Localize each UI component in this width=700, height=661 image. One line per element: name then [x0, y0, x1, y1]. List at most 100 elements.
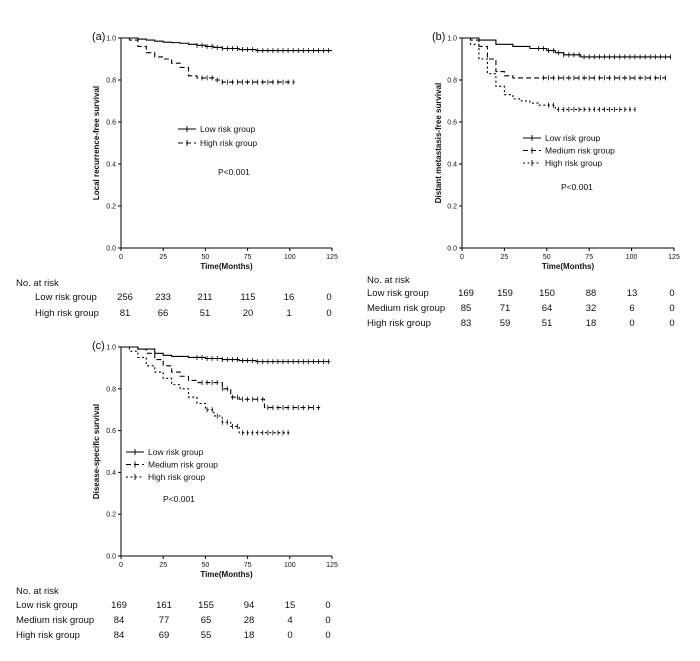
risk-count: 66 [158, 308, 169, 319]
risk-count: 32 [586, 303, 597, 314]
survival-curve-2 [462, 37, 666, 79]
risk-count: 20 [243, 308, 254, 319]
risk-table-title: No. at risk [16, 278, 59, 289]
risk-count: 83 [461, 318, 472, 329]
risk-count: 169 [111, 600, 127, 611]
risk-count: 51 [200, 308, 211, 319]
risk-count: 150 [539, 288, 555, 299]
x-axis-title: Time(Months) [542, 262, 595, 271]
risk-count: 59 [500, 318, 511, 329]
risk-count: 85 [461, 303, 472, 314]
risk-count: 0 [287, 630, 292, 641]
risk-row-label: High risk group [35, 308, 99, 319]
km-panel-2: (b) 0.0 0.2 0.4 0.6 0.8 1.0 0 25 50 75 100 125 Time(M… [367, 31, 680, 329]
panel-label: (b) [432, 31, 445, 43]
survival-curve-3 [462, 37, 635, 110]
y-tick-label: 0.8 [106, 386, 116, 393]
risk-count: 211 [197, 292, 212, 303]
risk-count: 233 [155, 292, 171, 303]
legend-entry: High risk group [545, 158, 602, 168]
panel-label: (c) [92, 340, 105, 352]
legend-entry: Low risk group [148, 447, 204, 457]
risk-row-label: Low risk group [35, 292, 97, 303]
risk-count: 16 [284, 292, 295, 303]
y-tick-label: 0.4 [447, 162, 457, 169]
x-tick-label: 125 [326, 254, 338, 261]
risk-count: 1 [286, 308, 291, 319]
risk-count: 0 [325, 630, 330, 641]
risk-count: 81 [120, 308, 131, 319]
survival-curve-2 [121, 346, 321, 409]
p-value: P<0.001 [163, 494, 195, 504]
x-axis-title: Time(Months) [200, 262, 253, 271]
y-tick-label: 0.6 [447, 120, 457, 127]
risk-count: 18 [586, 318, 597, 329]
legend-entry: Medium risk group [545, 146, 615, 156]
x-tick-label: 0 [119, 562, 123, 569]
y-tick-label: 1.0 [447, 36, 457, 43]
p-value: P<0.001 [561, 182, 593, 192]
risk-row-label: Low risk group [367, 288, 429, 299]
survival-curve-1 [121, 346, 331, 363]
risk-count: 6 [629, 303, 634, 314]
y-axis-title: Disease-specific survival [92, 404, 101, 499]
x-tick-label: 125 [668, 254, 680, 261]
y-axis-title: Distant metastasis-free survival [434, 83, 443, 204]
risk-count: 159 [497, 288, 513, 299]
risk-count: 69 [159, 630, 170, 641]
risk-count: 64 [542, 303, 553, 314]
x-axis-title: Time(Months) [200, 570, 253, 579]
y-tick-label: 0.2 [447, 204, 457, 211]
risk-count: 0 [669, 288, 674, 299]
y-tick-label: 0.8 [106, 78, 116, 85]
risk-count: 0 [669, 318, 674, 329]
risk-count: 15 [285, 600, 296, 611]
x-tick-label: 75 [585, 254, 593, 261]
x-tick-label: 25 [501, 254, 509, 261]
x-tick-label: 0 [460, 254, 464, 261]
y-tick-label: 1.0 [106, 345, 116, 352]
risk-count: 161 [156, 600, 172, 611]
risk-count: 4 [287, 615, 292, 626]
y-tick-label: 0.6 [106, 120, 116, 127]
y-tick-label: 0.0 [106, 554, 116, 561]
legend-entry: High risk group [148, 472, 205, 482]
risk-count: 28 [244, 615, 255, 626]
y-tick-label: 0.2 [106, 512, 116, 519]
risk-count: 169 [458, 288, 474, 299]
risk-count: 94 [244, 600, 255, 611]
risk-row-label: Low risk group [16, 600, 78, 611]
risk-row-label: High risk group [16, 630, 80, 641]
legend-entry: High risk group [200, 138, 257, 148]
x-tick-label: 50 [543, 254, 551, 261]
survival-curve-2 [121, 37, 295, 83]
risk-count: 0 [326, 308, 331, 319]
y-tick-label: 0.4 [106, 470, 116, 477]
risk-count: 51 [542, 318, 553, 329]
survival-curve-1 [121, 37, 332, 52]
risk-count: 65 [201, 615, 212, 626]
risk-count: 0 [629, 318, 634, 329]
x-tick-label: 25 [159, 254, 167, 261]
risk-count: 256 [117, 292, 133, 303]
panel-label: (a) [92, 31, 105, 43]
risk-count: 84 [114, 630, 125, 641]
risk-count: 115 [240, 292, 255, 303]
km-panel-1: (a)0.00.20.40.60.81.00 25 50 75 100 125Time(M… [16, 31, 338, 319]
risk-count: 0 [669, 303, 674, 314]
x-tick-label: 100 [626, 254, 638, 261]
risk-row-label: High risk group [367, 318, 431, 329]
risk-count: 55 [201, 630, 212, 641]
survival-curve-3 [121, 346, 290, 434]
risk-table-title: No. at risk [367, 275, 410, 286]
legend-entry: Low risk group [200, 124, 256, 134]
y-axis-title: Local recurrence-free survival [92, 86, 101, 200]
x-tick-label: 75 [244, 254, 252, 261]
y-tick-label: 0.0 [106, 246, 116, 253]
risk-count: 13 [627, 288, 638, 299]
risk-row-label: Medium risk group [367, 303, 445, 314]
y-tick-label: 0.4 [106, 162, 116, 169]
x-tick-label: 25 [159, 562, 167, 569]
risk-count: 84 [114, 615, 125, 626]
